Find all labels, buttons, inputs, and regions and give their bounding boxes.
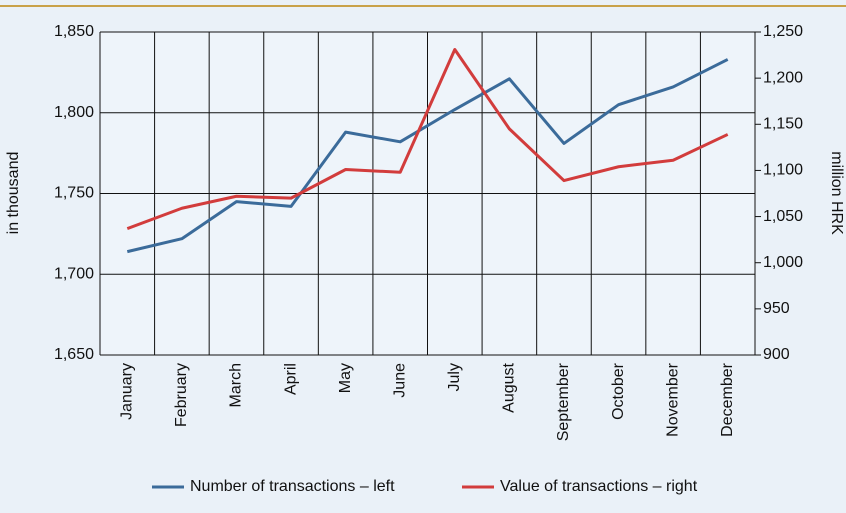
legend-label: Value of transactions – right [500, 478, 698, 495]
x-tick-label: October [610, 362, 627, 420]
y-tick-label: 1,750 [54, 185, 94, 202]
legend-label: Number of transactions – left [190, 478, 395, 495]
x-tick-label: February [173, 363, 190, 427]
y2-tick-label: 900 [763, 346, 790, 363]
y-tick-label: 1,700 [54, 265, 94, 282]
x-tick-label: January [119, 363, 136, 420]
y2-tick-label: 1,100 [763, 162, 803, 179]
x-tick-label: June [391, 363, 408, 398]
y2-axis-label: million HRK [828, 151, 845, 235]
x-tick-label: March [228, 363, 245, 407]
x-tick-label: July [446, 363, 463, 391]
y2-tick-label: 1,250 [763, 23, 803, 40]
series-line [126, 48, 729, 230]
x-tick-label: November [664, 362, 681, 436]
x-tick-label: December [719, 362, 736, 436]
y2-tick-label: 1,150 [763, 116, 803, 133]
y2-tick-label: 950 [763, 300, 790, 317]
series-line [126, 58, 729, 254]
y2-tick-label: 1,050 [763, 208, 803, 225]
x-tick-label: August [501, 362, 518, 412]
y-tick-label: 1,650 [54, 346, 94, 363]
x-tick-label: April [282, 363, 299, 395]
x-tick-label: September [555, 362, 572, 441]
y2-tick-label: 1,000 [763, 254, 803, 271]
y-tick-label: 1,850 [54, 23, 94, 40]
y2-tick-label: 1,200 [763, 69, 803, 86]
y-tick-label: 1,800 [54, 104, 94, 121]
y-axis-label: in thousand [5, 152, 22, 235]
x-tick-label: May [337, 363, 354, 393]
